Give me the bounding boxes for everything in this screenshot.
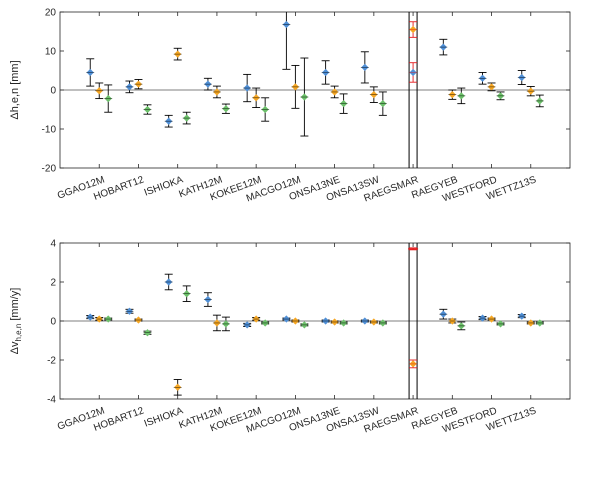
panel-top-height-position: -20-1001020GGAO12MHOBART12ISHIOKAKATH12M… [9, 8, 571, 204]
y-axis-label: Δh,e,n [mm] [9, 60, 21, 119]
data-layer [86, 243, 544, 399]
y-axis-label: Δvh,e,n [mm/y] [9, 288, 23, 355]
data-layer [86, 12, 544, 168]
y-tick-label: 2 [50, 278, 56, 289]
y-tick-label: -20 [42, 164, 57, 175]
y-axis-label-unit: [mm/y] [9, 288, 21, 324]
y-tick-label: 0 [50, 86, 56, 97]
y-tick-label: -4 [47, 395, 56, 406]
y-tick-label: -2 [47, 356, 56, 367]
y-tick-label: -10 [42, 125, 57, 136]
y-tick-label: 0 [50, 317, 56, 328]
y-axis-label-main: Δh,e,n [9, 88, 21, 120]
y-axis-label-main: Δv [9, 341, 21, 354]
y-axis-label-subscript: h,e,n [14, 324, 23, 342]
y-tick-label: 20 [45, 8, 57, 19]
y-tick-label: 10 [45, 47, 57, 58]
y-tick-label: 4 [50, 239, 56, 250]
y-axis-label-unit: [mm] [9, 60, 21, 88]
panel-bottom-velocity: -4-2024GGAO12MHOBART12ISHIOKAKATH12MKOKE… [9, 239, 571, 435]
